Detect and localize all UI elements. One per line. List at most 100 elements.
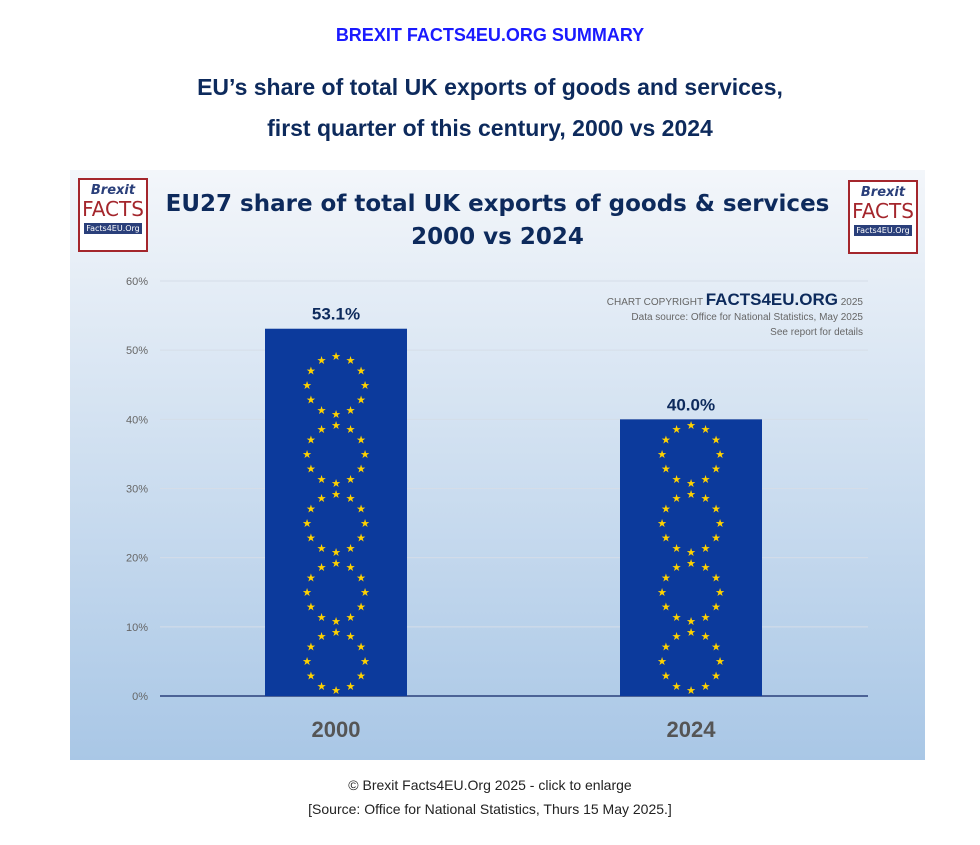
star-icon: ★: [356, 435, 366, 447]
star-icon: ★: [306, 671, 316, 683]
star-icon: ★: [306, 395, 316, 407]
y-tick-label: 60%: [126, 276, 148, 288]
x-tick-label: 2000: [312, 717, 361, 742]
y-tick-label: 20%: [126, 553, 148, 565]
star-icon: ★: [661, 504, 671, 516]
star-icon: ★: [360, 449, 370, 461]
star-icon: ★: [711, 435, 721, 447]
y-tick-label: 50%: [126, 345, 148, 357]
star-icon: ★: [306, 504, 316, 516]
star-icon: ★: [346, 681, 356, 693]
star-icon: ★: [715, 587, 725, 599]
logo-text: FACTS: [82, 197, 144, 221]
credit-link[interactable]: © Brexit Facts4EU.Org 2025 - click to en…: [348, 777, 632, 793]
y-tick-label: 10%: [126, 622, 148, 634]
star-icon: ★: [317, 543, 327, 555]
star-icon: ★: [331, 489, 341, 501]
star-icon: ★: [331, 558, 341, 570]
star-icon: ★: [715, 518, 725, 530]
star-icon: ★: [686, 685, 696, 697]
star-icon: ★: [346, 493, 356, 505]
star-icon: ★: [317, 405, 327, 417]
star-icon: ★: [317, 355, 327, 367]
star-icon: ★: [711, 464, 721, 476]
star-icon: ★: [360, 518, 370, 530]
star-icon: ★: [672, 474, 682, 486]
data-source: Data source: Office for National Statist…: [631, 312, 863, 323]
star-icon: ★: [317, 612, 327, 624]
star-icon: ★: [701, 543, 711, 555]
star-icon: ★: [317, 681, 327, 693]
star-icon: ★: [306, 533, 316, 545]
star-icon: ★: [302, 380, 312, 392]
star-icon: ★: [356, 602, 366, 614]
star-icon: ★: [317, 562, 327, 574]
bar-2000: [265, 328, 407, 696]
star-icon: ★: [711, 602, 721, 614]
copyright-brand: FACTS4EU.ORG: [705, 290, 838, 309]
star-icon: ★: [657, 518, 667, 530]
copyright-note: CHART COPYRIGHT FACTS4EU.ORG 2025 Data s…: [607, 290, 863, 340]
source-note: [Source: Office for National Statistics,…: [308, 801, 672, 817]
page-title-line1: EU’s share of total UK exports of goods …: [197, 74, 783, 100]
chart-image[interactable]: Brexit FACTS Facts4EU.Org Brexit FACTS F…: [70, 170, 925, 760]
star-icon: ★: [317, 424, 327, 436]
logo-text: Facts4EU.Org: [84, 223, 142, 234]
star-icon: ★: [306, 602, 316, 614]
star-icon: ★: [711, 671, 721, 683]
star-icon: ★: [711, 504, 721, 516]
star-icon: ★: [360, 587, 370, 599]
star-icon: ★: [711, 533, 721, 545]
star-icon: ★: [317, 631, 327, 643]
star-icon: ★: [346, 474, 356, 486]
logo-right: Brexit FACTS Facts4EU.Org: [848, 180, 918, 254]
data-label: 53.1%: [312, 305, 360, 324]
star-icon: ★: [701, 474, 711, 486]
star-icon: ★: [711, 573, 721, 585]
star-icon: ★: [331, 547, 341, 559]
star-icon: ★: [356, 464, 366, 476]
plot-area: 0%10%20%30%40%50%60%53.1%2000★ ★★★★★★★★★★…: [126, 276, 868, 742]
star-icon: ★: [346, 355, 356, 367]
star-icon: ★: [306, 435, 316, 447]
star-icon: ★: [346, 543, 356, 555]
star-icon: ★: [701, 681, 711, 693]
star-icon: ★: [661, 435, 671, 447]
star-icon: ★: [331, 420, 341, 432]
star-icon: ★: [306, 642, 316, 654]
star-icon: ★: [701, 612, 711, 624]
star-icon: ★: [661, 464, 671, 476]
y-tick-label: 30%: [126, 484, 148, 496]
star-icon: ★: [331, 478, 341, 490]
star-icon: ★: [302, 518, 312, 530]
star-icon: ★: [356, 533, 366, 545]
logo-text: FACTS: [852, 199, 914, 223]
star-icon: ★: [701, 493, 711, 505]
star-icon: ★: [331, 351, 341, 363]
star-icon: ★: [686, 627, 696, 639]
report-note: See report for details: [770, 327, 863, 338]
star-icon: ★: [657, 449, 667, 461]
y-tick-label: 40%: [126, 414, 148, 426]
star-icon: ★: [331, 627, 341, 639]
star-icon: ★: [356, 671, 366, 683]
star-icon: ★: [356, 642, 366, 654]
star-icon: ★: [331, 616, 341, 628]
brand-heading: BREXIT FACTS4EU.ORG SUMMARY: [335, 25, 645, 45]
star-icon: ★: [686, 616, 696, 628]
star-icon: ★: [672, 493, 682, 505]
logo-text: Facts4EU.Org: [854, 225, 912, 236]
star-icon: ★: [701, 562, 711, 574]
star-icon: ★: [701, 424, 711, 436]
star-icon: ★: [661, 602, 671, 614]
star-icon: ★: [346, 631, 356, 643]
star-icon: ★: [360, 380, 370, 392]
star-icon: ★: [661, 642, 671, 654]
chart-title: EU27 share of total UK exports of goods …: [165, 191, 830, 217]
star-icon: ★: [306, 366, 316, 378]
star-icon: ★: [317, 474, 327, 486]
star-icon: ★: [661, 573, 671, 585]
star-icon: ★: [346, 612, 356, 624]
star-icon: ★: [657, 656, 667, 668]
star-icon: ★: [306, 573, 316, 585]
